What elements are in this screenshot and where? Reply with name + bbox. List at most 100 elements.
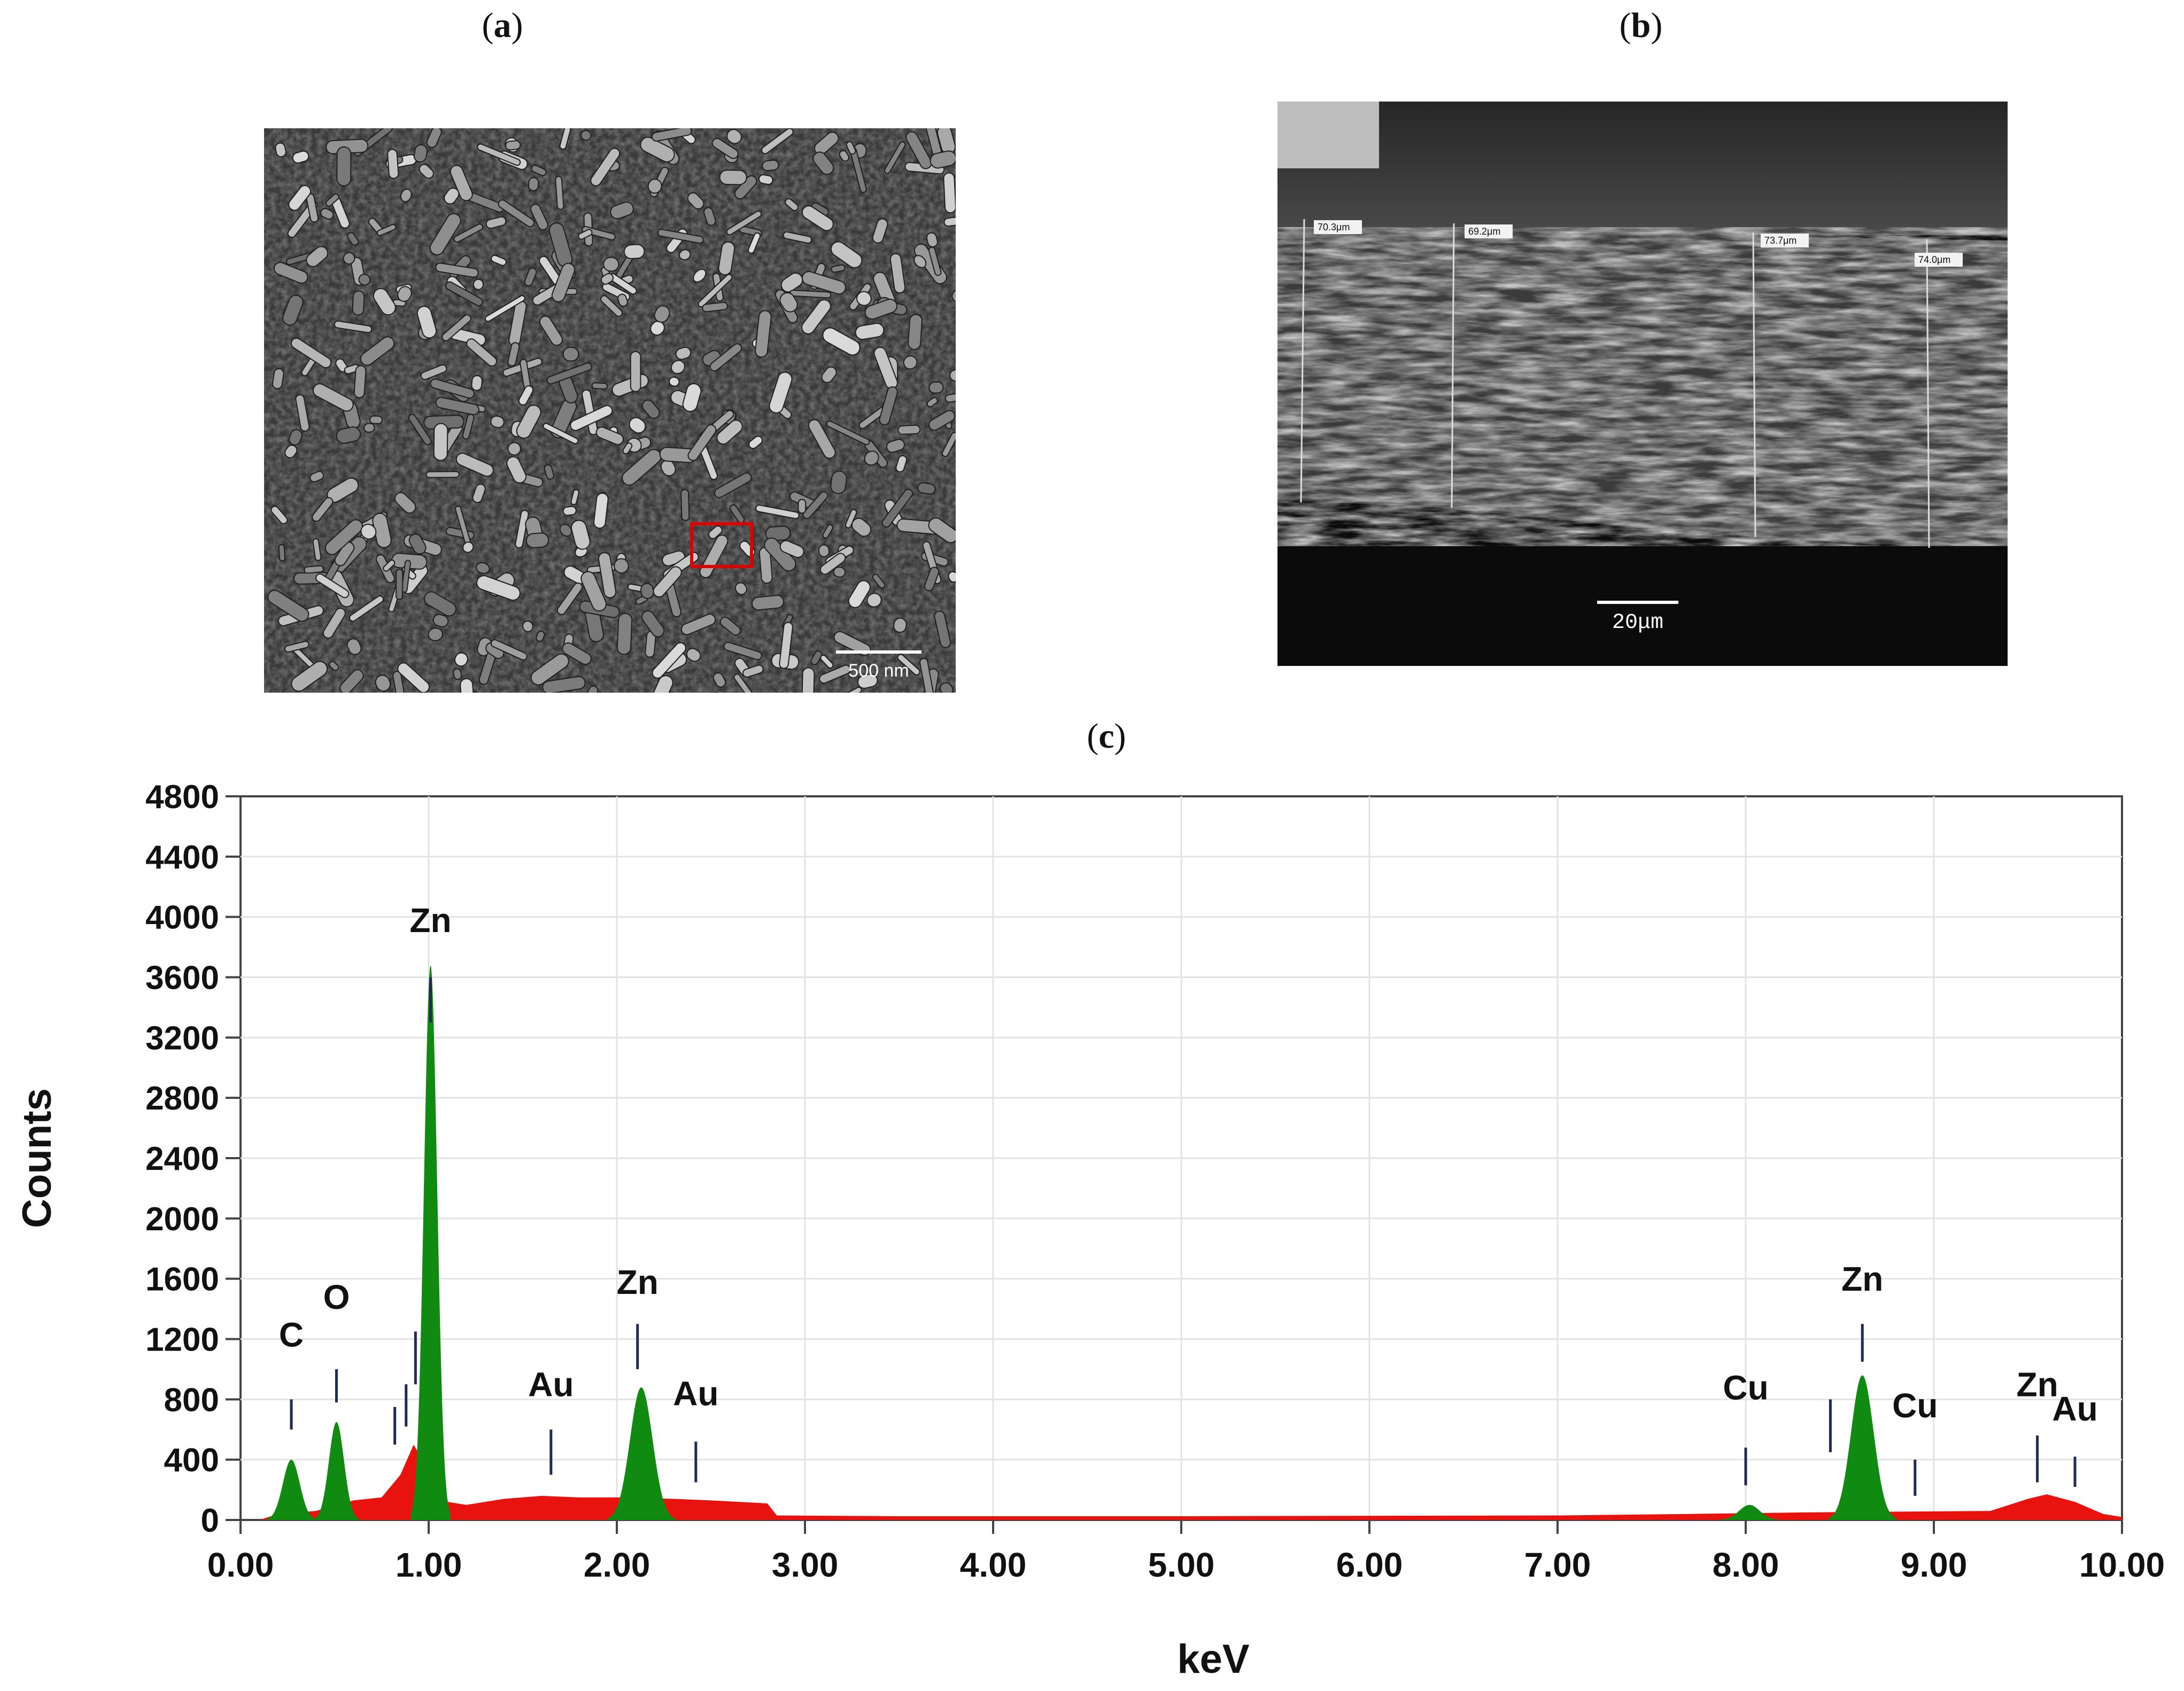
crystal-rod [926, 397, 938, 408]
peak-area-3 [607, 1387, 676, 1520]
crystal-rod [808, 419, 836, 459]
crystal-rod [934, 610, 951, 648]
y-tick-label: 0 [201, 1502, 219, 1539]
crystal-rod [669, 376, 680, 387]
crystal-rod [401, 560, 411, 593]
crystal-rod [353, 365, 367, 399]
crystal-rod [387, 149, 399, 179]
crystal-rod [812, 151, 834, 175]
crystal-rod [678, 249, 691, 261]
crystal-rod [893, 617, 907, 633]
crystal-rod [472, 483, 486, 503]
crystal-rod [347, 232, 359, 246]
crystal-rod [924, 567, 940, 592]
crystal-rod [928, 381, 944, 394]
crystal-rod [761, 128, 794, 154]
crystal-rod [886, 439, 905, 453]
crystal-rod [640, 136, 675, 162]
crystal-rod [329, 661, 339, 671]
crystal-rod [653, 566, 682, 598]
crystal-rod [272, 368, 284, 390]
crystal-rod [515, 509, 529, 549]
crystal-rod [819, 664, 851, 684]
crystal-rod [334, 541, 355, 567]
crystal-rod [282, 294, 304, 326]
crystal-rod [546, 362, 592, 385]
crystal-rod [864, 298, 897, 320]
crystal-rod [928, 410, 956, 431]
crystal-rod [903, 355, 918, 370]
crystal-rod [462, 541, 474, 553]
crystal-rod [629, 417, 646, 434]
grid-lines [241, 796, 2122, 1520]
crystal-rod [312, 538, 322, 561]
x-tick-label: 3.00 [772, 1546, 839, 1584]
crystal-rod [420, 364, 447, 381]
crystal-rod [507, 342, 520, 367]
crystal-rod [559, 524, 572, 537]
crystal-rod [600, 273, 614, 285]
crystal-rod [304, 565, 324, 574]
crystal-rod [312, 383, 354, 412]
x-tick-label: 4.00 [960, 1546, 1027, 1584]
crystal-rod [884, 141, 906, 174]
crystal-rod [373, 288, 396, 316]
crystal-rod [751, 594, 784, 611]
crystal-rod [747, 232, 761, 254]
crystal-rod [559, 128, 571, 150]
y-tick-label: 1600 [145, 1261, 219, 1298]
sem-surface-image: 500 nm [264, 128, 956, 693]
crystal-rod [424, 591, 456, 617]
crystal-rod [580, 571, 607, 612]
sem-cross-section-image: 70.3μm 69.2μm 73.7μm 74.0μm 20μm [1277, 102, 2008, 666]
peak-area-5 [1828, 1375, 1896, 1520]
x-tick-label: 5.00 [1148, 1546, 1215, 1584]
crystal-rod [755, 505, 800, 519]
peak-area-0 [266, 1460, 317, 1520]
crystal-rod [445, 281, 483, 307]
crystal-rod [542, 676, 586, 693]
crystal-rod [839, 150, 849, 162]
crystal-rod [779, 622, 793, 669]
crystal-rod [716, 420, 743, 445]
peak-areas [266, 965, 1896, 1520]
element-label: Zn [2017, 1366, 2058, 1404]
x-tick-label: 0.00 [207, 1546, 274, 1584]
crystal-rod [484, 295, 525, 322]
crystal-rod [490, 254, 507, 266]
element-label: Cu [1723, 1368, 1768, 1407]
crystal-rod [295, 394, 310, 432]
crystal-rod [845, 509, 857, 529]
crystal-rod [544, 464, 554, 480]
crystal-rod [336, 146, 352, 187]
panel-label-b: (b) [1619, 6, 1663, 45]
crystal-rod [453, 223, 484, 243]
crystal-rod [830, 241, 863, 268]
element-label: Zn [1841, 1260, 1883, 1298]
crystal-rod [562, 506, 577, 516]
crystal-rod [476, 575, 521, 601]
crystal-rod [897, 424, 921, 435]
crystal-rod [943, 172, 956, 214]
crystal-rod [562, 642, 592, 665]
crystal-rod [801, 299, 831, 335]
crystal-rod [400, 188, 412, 203]
crystal-rod [375, 674, 391, 692]
peak-area-1 [314, 1422, 359, 1520]
crystal-rod [726, 210, 762, 236]
crystal-rod [369, 415, 383, 424]
crystal-rod [780, 272, 803, 293]
crystal-rod [703, 207, 716, 226]
crystal-rod [866, 593, 882, 608]
crystal-rod [734, 582, 747, 595]
crystal-rod [682, 383, 702, 412]
crystal-rod [709, 343, 742, 372]
crystal-rod [291, 661, 328, 692]
crystal-rod [292, 150, 309, 164]
crystal-rod [339, 669, 364, 693]
peak-area-2 [411, 965, 451, 1520]
sem-cross-section-micrograph: 70.3μm 69.2μm 73.7μm 74.0μm 20μm [1277, 102, 2008, 666]
crystal-rod [748, 436, 763, 449]
y-tick-label: 4800 [145, 779, 219, 816]
crystal-rod [462, 414, 475, 440]
